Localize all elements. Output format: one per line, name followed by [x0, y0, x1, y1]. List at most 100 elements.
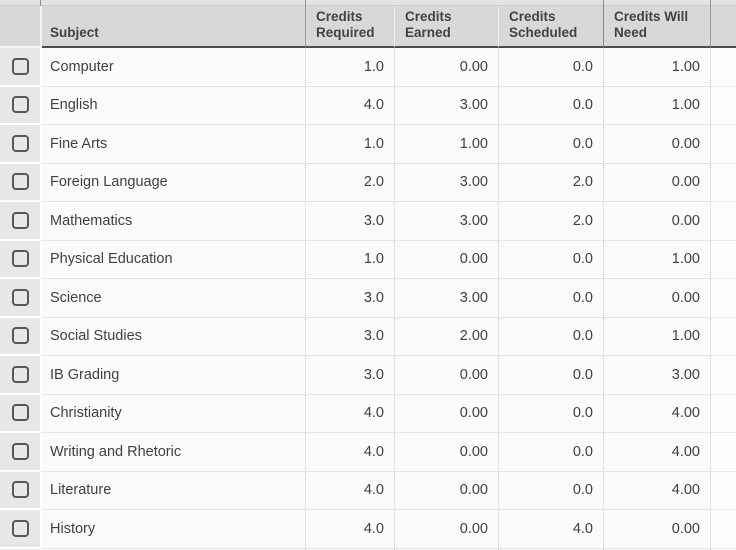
row-filler-cell — [711, 471, 736, 510]
row-select-cell[interactable] — [0, 240, 42, 279]
column-header-credits-scheduled[interactable]: Credits Scheduled — [499, 6, 604, 48]
row-select-cell[interactable] — [0, 163, 42, 202]
column-header-credits-will-need[interactable]: Credits Will Need — [604, 6, 711, 48]
subject-cell[interactable]: IB Grading — [42, 356, 306, 395]
row-checkbox[interactable] — [11, 519, 29, 537]
credits-earned-cell: 1.00 — [395, 125, 499, 164]
row-select-cell — [0, 548, 42, 550]
table-top-edge — [0, 0, 736, 6]
subject-cell[interactable]: Mathematics — [42, 202, 306, 241]
row-checkbox[interactable] — [11, 57, 29, 75]
credits-will-need-cell: 4.00 — [604, 433, 711, 472]
row-checkbox[interactable] — [11, 288, 29, 306]
row-checkbox[interactable] — [11, 134, 29, 152]
table-row[interactable]: History 4.0 0.00 4.0 0.00 — [0, 510, 736, 549]
table-row[interactable]: Christianity 4.0 0.00 0.0 4.00 — [0, 394, 736, 433]
credits-will-need-cell: 3.00 — [604, 356, 711, 395]
row-select-cell[interactable] — [0, 202, 42, 241]
credits-scheduled-cell: 0.0 — [499, 86, 604, 125]
row-filler-cell — [711, 394, 736, 433]
credits-scheduled-cell: 0.0 — [499, 433, 604, 472]
row-checkbox[interactable] — [11, 481, 29, 499]
row-select-cell[interactable] — [0, 471, 42, 510]
table-row[interactable]: Literature 4.0 0.00 0.0 4.00 — [0, 471, 736, 510]
credits-earned-cell — [395, 548, 499, 550]
table-row[interactable]: IB Grading 3.0 0.00 0.0 3.00 — [0, 356, 736, 395]
credits-earned-cell: 3.00 — [395, 163, 499, 202]
row-select-cell[interactable] — [0, 433, 42, 472]
credits-will-need-cell: 1.00 — [604, 317, 711, 356]
credits-will-need-cell: 4.00 — [604, 471, 711, 510]
credits-scheduled-cell: 0.0 — [499, 279, 604, 318]
subject-cell[interactable]: English — [42, 86, 306, 125]
subject-cell[interactable]: Physical Education — [42, 240, 306, 279]
row-checkbox[interactable] — [11, 327, 29, 345]
row-checkbox[interactable] — [11, 250, 29, 268]
credits-scheduled-cell: 4.0 — [499, 510, 604, 549]
credits-will-need-cell: 1.00 — [604, 48, 711, 87]
row-select-cell[interactable] — [0, 86, 42, 125]
row-filler-cell — [711, 317, 736, 356]
row-select-cell[interactable] — [0, 510, 42, 549]
credits-required-cell — [306, 548, 395, 550]
row-select-cell[interactable] — [0, 279, 42, 318]
subject-cell[interactable]: Foreign Language — [42, 163, 306, 202]
credits-will-need-cell: 0.00 — [604, 202, 711, 241]
credits-required-cell: 4.0 — [306, 510, 395, 549]
table-row[interactable]: Computer 1.0 0.00 0.0 1.00 — [0, 48, 736, 87]
subject-cell[interactable]: Fine Arts — [42, 125, 306, 164]
row-checkbox[interactable] — [11, 96, 29, 114]
credits-earned-cell: 3.00 — [395, 202, 499, 241]
subject-cell[interactable]: Literature — [42, 471, 306, 510]
column-header-subject[interactable]: Subject — [42, 6, 306, 48]
credits-required-cell: 1.0 — [306, 240, 395, 279]
row-select-cell[interactable] — [0, 48, 42, 87]
credits-earned-cell: 0.00 — [395, 48, 499, 87]
row-checkbox[interactable] — [11, 404, 29, 422]
credits-earned-cell: 2.00 — [395, 317, 499, 356]
row-checkbox[interactable] — [11, 442, 29, 460]
table-row[interactable]: Physical Education 1.0 0.00 0.0 1.00 — [0, 240, 736, 279]
table-row[interactable]: Writing and Rhetoric 4.0 0.00 0.0 4.00 — [0, 433, 736, 472]
subject-cell — [42, 548, 306, 550]
row-checkbox[interactable] — [11, 173, 29, 191]
subject-cell[interactable]: Christianity — [42, 394, 306, 433]
credits-will-need-cell: 0.00 — [604, 125, 711, 164]
credits-scheduled-cell — [499, 548, 604, 550]
credits-required-cell: 4.0 — [306, 394, 395, 433]
table-row[interactable]: Science 3.0 3.00 0.0 0.00 — [0, 279, 736, 318]
row-select-cell[interactable] — [0, 125, 42, 164]
table-row[interactable]: Foreign Language 2.0 3.00 2.0 0.00 — [0, 163, 736, 202]
credits-scheduled-cell: 0.0 — [499, 471, 604, 510]
subject-cell[interactable]: Science — [42, 279, 306, 318]
table-row[interactable]: Social Studies 3.0 2.00 0.0 1.00 — [0, 317, 736, 356]
column-header-credits-earned[interactable]: Credits Earned — [395, 6, 499, 48]
subject-cell[interactable]: Computer — [42, 48, 306, 87]
credits-scheduled-cell: 2.0 — [499, 163, 604, 202]
row-checkbox[interactable] — [11, 211, 29, 229]
subject-cell[interactable]: History — [42, 510, 306, 549]
subject-cell[interactable]: Social Studies — [42, 317, 306, 356]
row-filler-cell — [711, 86, 736, 125]
row-select-cell[interactable] — [0, 356, 42, 395]
credits-required-cell: 3.0 — [306, 317, 395, 356]
column-header-credits-required[interactable]: Credits Required — [306, 6, 395, 48]
credits-will-need-cell — [604, 548, 711, 550]
credits-required-cell: 3.0 — [306, 356, 395, 395]
table-row[interactable]: English 4.0 3.00 0.0 1.00 — [0, 86, 736, 125]
credits-earned-cell: 3.00 — [395, 279, 499, 318]
table-row[interactable]: Fine Arts 1.0 1.00 0.0 0.00 — [0, 125, 736, 164]
select-all-header-cell — [0, 6, 42, 48]
credits-earned-cell: 0.00 — [395, 510, 499, 549]
column-edge-tick — [603, 0, 604, 6]
row-select-cell[interactable] — [0, 317, 42, 356]
credits-required-cell: 3.0 — [306, 279, 395, 318]
row-checkbox[interactable] — [11, 365, 29, 383]
row-select-cell[interactable] — [0, 394, 42, 433]
subject-cell[interactable]: Writing and Rhetoric — [42, 433, 306, 472]
table-row[interactable]: Mathematics 3.0 3.00 2.0 0.00 — [0, 202, 736, 241]
credits-earned-cell: 0.00 — [395, 356, 499, 395]
column-edge-tick — [710, 0, 711, 6]
column-edge-tick — [305, 0, 306, 6]
